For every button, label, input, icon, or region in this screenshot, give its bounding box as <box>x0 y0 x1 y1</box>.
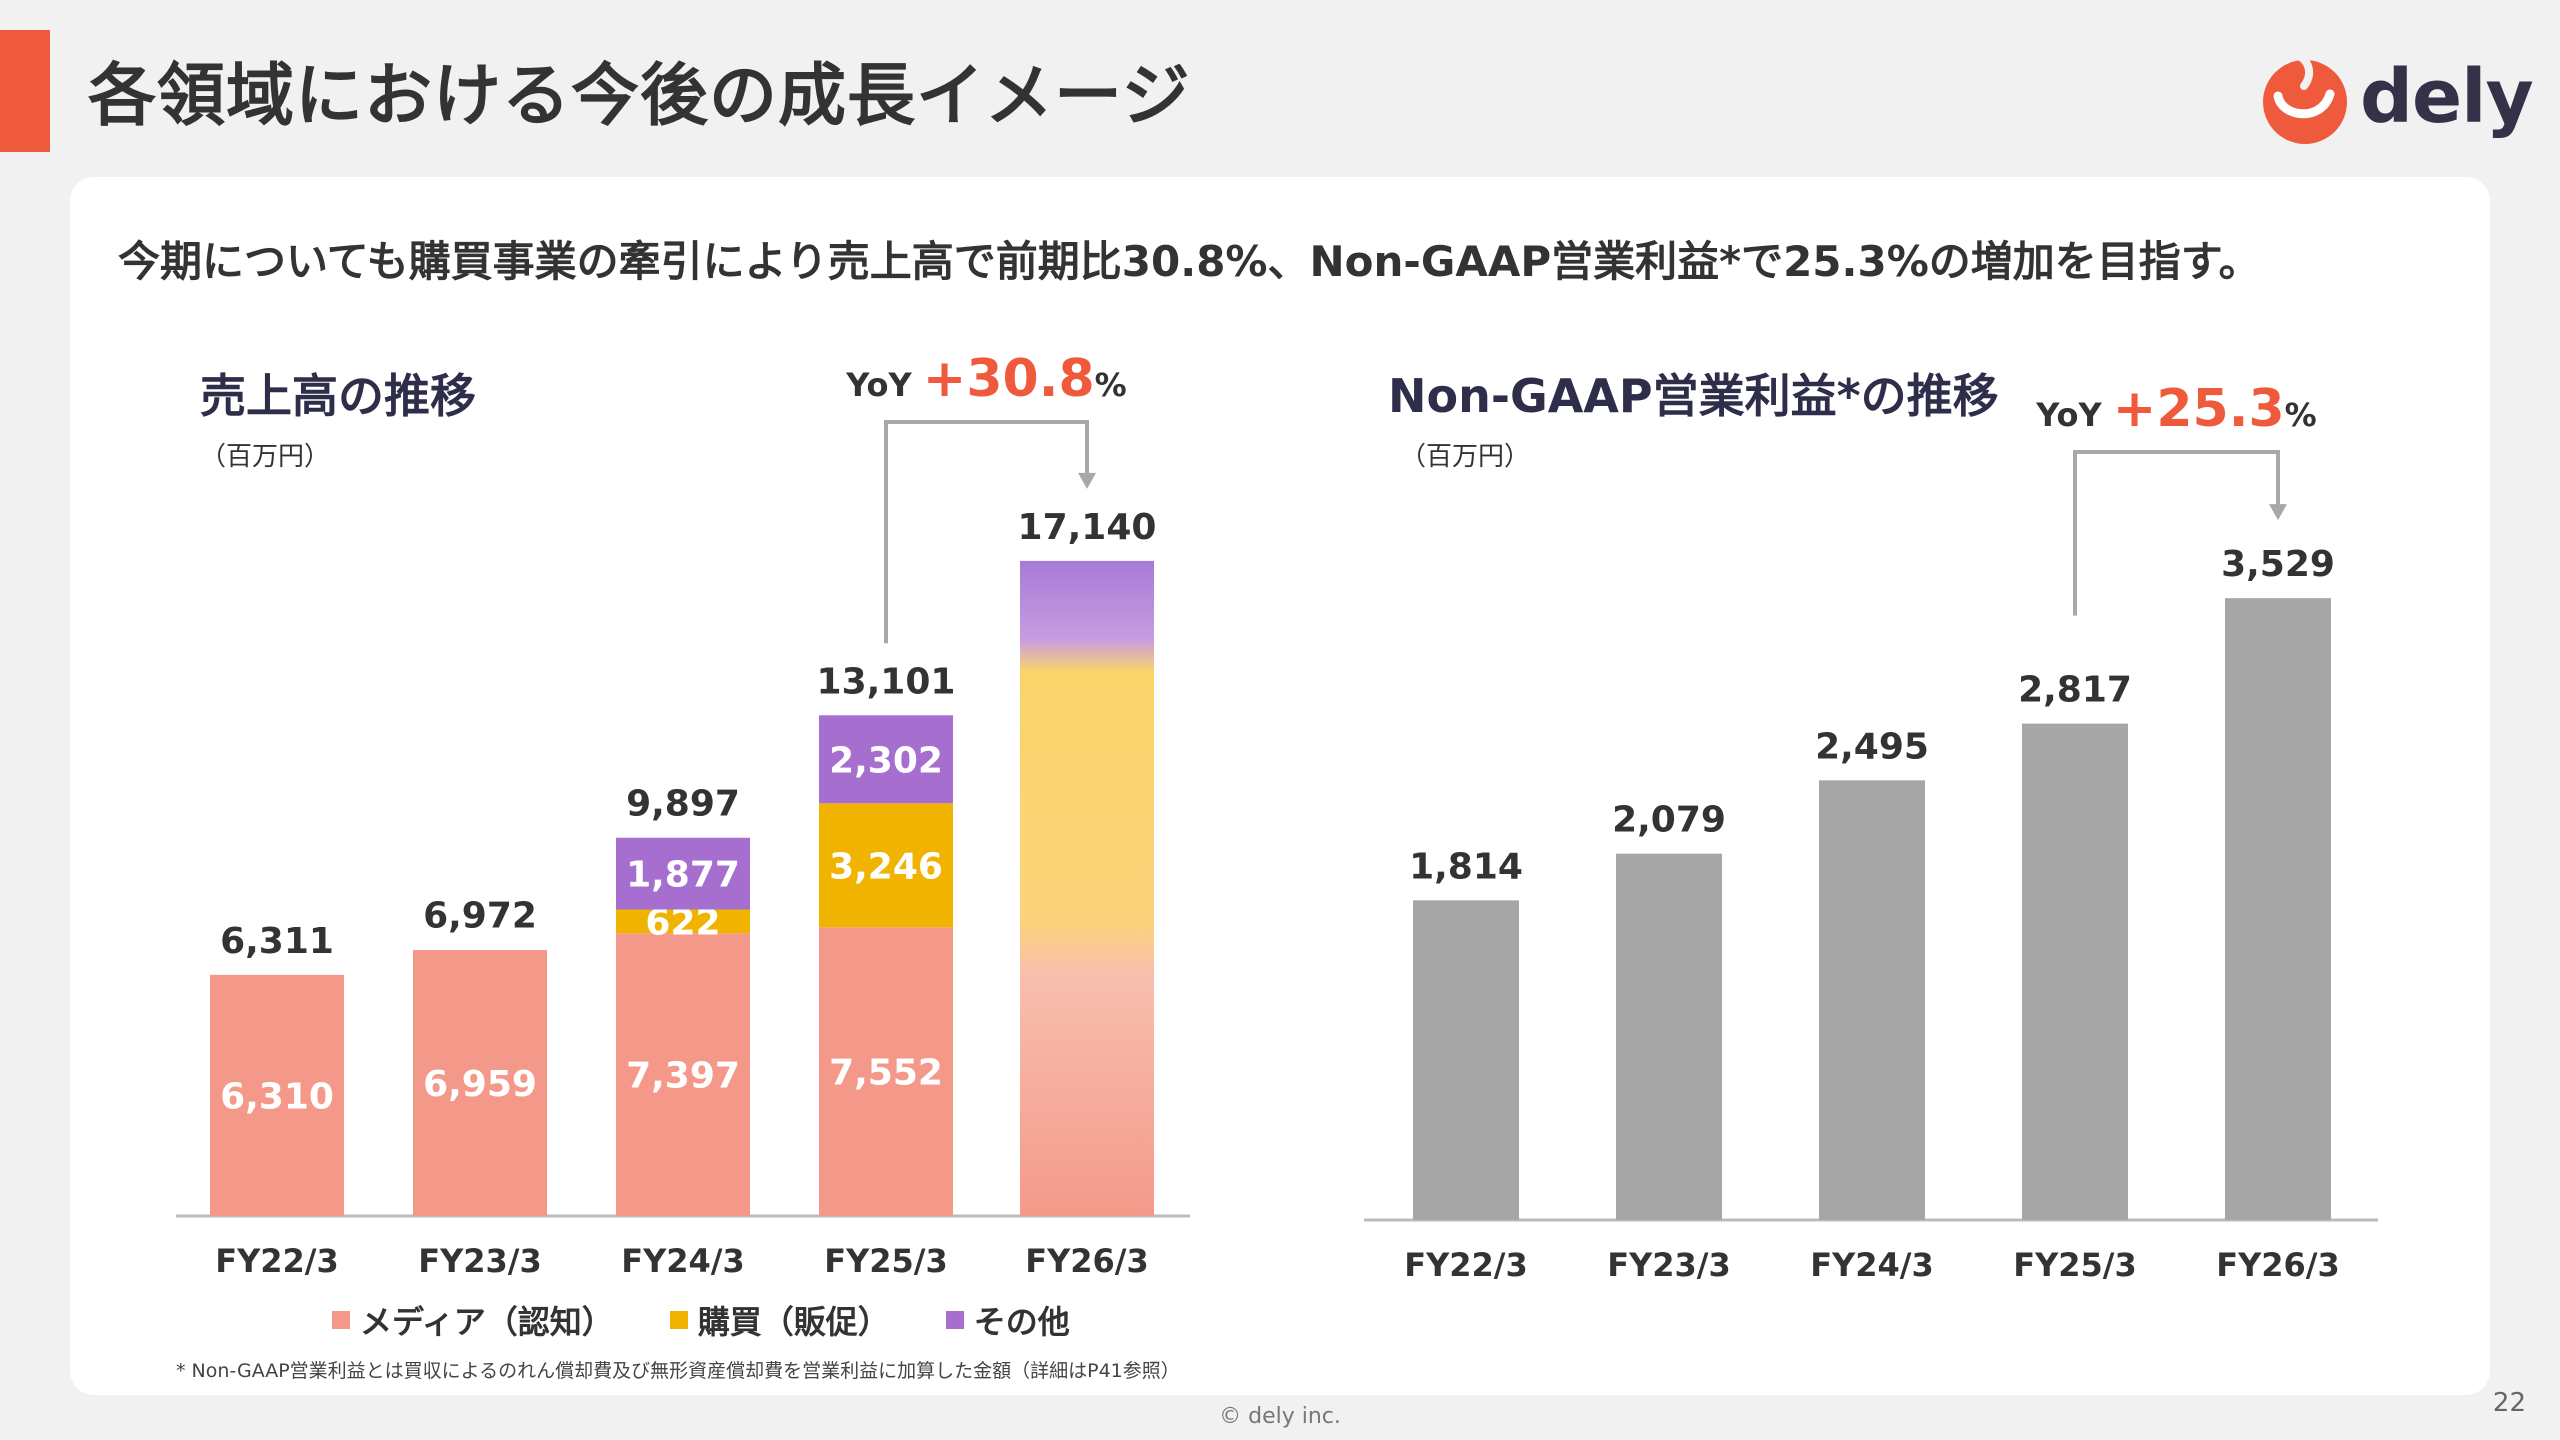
profit-value-fy23-3: 2,079 <box>1612 800 1726 841</box>
revenue-total-fy25-3: 13,101 <box>817 661 956 702</box>
profit-bar-fy25-3 <box>2022 723 2128 1220</box>
profit-value-fy26-3: 3,529 <box>2221 544 2335 585</box>
footnote: * Non-GAAP営業利益とは買収によるのれん償却費及び無形資産償却費を営業利… <box>176 1360 1180 1382</box>
revenue-segment-label-0-fy24-3: 7,397 <box>626 1056 740 1097</box>
revenue-segment-0-fy22-3 <box>210 974 344 1216</box>
revenue-segment-label-2-fy25-3: 2,302 <box>829 740 943 781</box>
profit-bar-fy22-3 <box>1413 900 1519 1220</box>
legend-item-other: その他 <box>945 1297 1070 1343</box>
revenue-yoy-label: YoY +30.8% <box>845 349 1126 409</box>
revenue-segment-0-fy23-3 <box>413 950 547 1216</box>
profit-yoy-prefix: YoY <box>2035 396 2113 434</box>
profit-yoy-arrow-icon <box>2269 504 2287 521</box>
revenue-segment-label-0-fy23-3: 6,959 <box>423 1064 537 1105</box>
profit-value-fy25-3: 2,817 <box>2018 670 2132 711</box>
profit-yoy-suffix: % <box>2285 396 2317 434</box>
revenue-yoy-bracket <box>884 420 1089 644</box>
revenue-segment-label-0-fy22-3: 6,310 <box>220 1076 334 1117</box>
profit-xtick-fy23-3: FY23/3 <box>1607 1246 1731 1284</box>
revenue-yoy-suffix: % <box>1095 366 1127 404</box>
legend-label-purchase: 購買（販促） <box>697 1303 890 1341</box>
revenue-yoy-prefix: YoY <box>845 366 923 404</box>
revenue-chart: 6,3106,311FY22/36,9596,972FY23/37,397622… <box>176 349 1190 1280</box>
legend-swatch-purchase <box>669 1311 688 1329</box>
revenue-segment-1-fy25-3 <box>819 803 953 928</box>
legend: メディア（認知） 購買（販促） その他 <box>332 1298 1070 1342</box>
dely-logo-icon <box>2263 54 2347 144</box>
copyright: © dely inc. <box>1219 1404 1341 1429</box>
revenue-total-fy23-3: 6,972 <box>423 896 537 937</box>
revenue-total-fy22-3: 6,311 <box>220 921 334 962</box>
revenue-xtick-fy24-3: FY24/3 <box>621 1242 745 1280</box>
profit-bar-fy26-3 <box>2225 598 2331 1220</box>
legend-item-media: メディア（認知） <box>332 1297 614 1343</box>
profit-yoy-bracket <box>2073 450 2280 616</box>
title-accent-bar <box>0 30 50 152</box>
revenue-unit-label: （百万円） <box>200 442 331 472</box>
revenue-chart-title: 売上高の推移 <box>200 369 476 423</box>
profit-chart: 1,814 FY22/3 2,079 FY23/3 2,495 FY24/3 2,817 FY… <box>1364 379 2378 1284</box>
revenue-xtick-fy25-3: FY25/3 <box>824 1242 948 1280</box>
profit-yoy-label: YoY +25.3% <box>2035 379 2316 439</box>
legend-label-media: メディア（認知） <box>360 1303 614 1341</box>
revenue-xtick-fy23-3: FY23/3 <box>418 1242 542 1280</box>
profit-yoy-value: +25.3 <box>2113 379 2285 439</box>
revenue-segment-2-fy24-3 <box>616 837 750 910</box>
headline: 今期についても購買事業の牽引により売上高で前期比30.8%、Non-GAAP営業… <box>118 237 2261 286</box>
revenue-segment-label-2-fy24-3: 1,877 <box>626 855 740 896</box>
profit-xtick-fy22-3: FY22/3 <box>1404 1246 1528 1284</box>
revenue-segment-0-fy25-3 <box>819 927 953 1216</box>
profit-xtick-fy26-3: FY26/3 <box>2216 1246 2340 1284</box>
profit-value-fy22-3: 1,814 <box>1409 846 1523 887</box>
legend-swatch-other <box>945 1311 964 1329</box>
revenue-total-fy26-3: 17,140 <box>1018 507 1157 548</box>
profit-xtick-fy24-3: FY24/3 <box>1810 1246 1934 1284</box>
revenue-xtick-fy22-3: FY22/3 <box>215 1242 339 1280</box>
profit-bar-fy23-3 <box>1616 853 1722 1220</box>
legend-item-purchase: 購買（販促） <box>669 1297 890 1343</box>
revenue-yoy-arrow-icon <box>1078 472 1096 489</box>
revenue-bar-fy26-3 <box>1020 560 1154 1216</box>
profit-xtick-fy25-3: FY25/3 <box>2013 1246 2137 1284</box>
page-number: 22 <box>2492 1388 2526 1418</box>
revenue-segment-label-0-fy25-3: 7,552 <box>829 1053 943 1094</box>
profit-value-fy24-3: 2,495 <box>1815 726 1929 767</box>
revenue-segment-1-fy24-3 <box>616 909 750 934</box>
legend-label-other: その他 <box>973 1303 1070 1341</box>
page-title: 各領域における今後の成長イメージ <box>88 57 1191 136</box>
dely-logo: dely <box>2258 52 2534 152</box>
legend-swatch-media <box>332 1311 350 1329</box>
revenue-segment-2-fy25-3 <box>819 715 953 804</box>
revenue-segment-label-1-fy25-3: 3,246 <box>829 846 943 887</box>
revenue-segment-0-fy24-3 <box>616 933 750 1216</box>
logo-wordmark: dely <box>2360 54 2534 140</box>
revenue-yoy-value: +30.8 <box>923 349 1095 409</box>
revenue-xtick-fy26-3: FY26/3 <box>1025 1242 1149 1280</box>
profit-unit-label: （百万円） <box>1400 442 1531 472</box>
revenue-total-fy24-3: 9,897 <box>626 784 740 825</box>
profit-chart-title: Non-GAAP営業利益*の推移 <box>1388 369 1999 423</box>
profit-bar-fy24-3 <box>1819 780 1925 1220</box>
